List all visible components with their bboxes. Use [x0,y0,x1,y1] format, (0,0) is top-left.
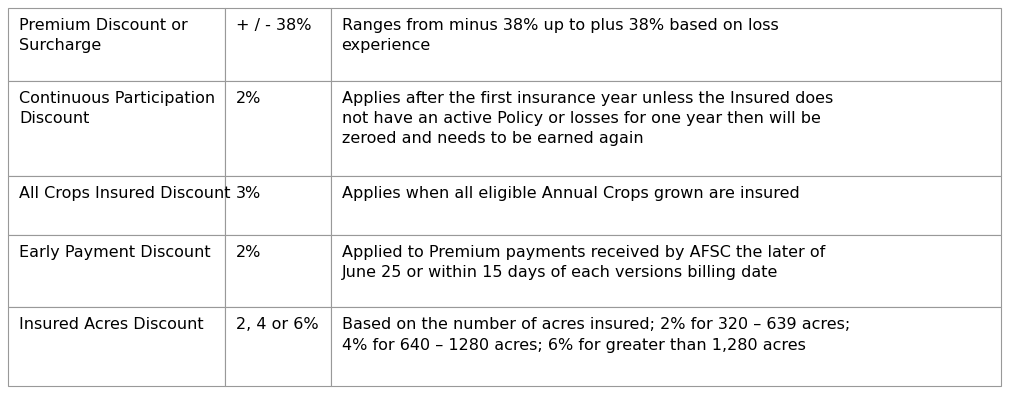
Text: 2, 4 or 6%: 2, 4 or 6% [236,318,318,333]
Text: Applied to Premium payments received by AFSC the later of
June 25 or within 15 d: Applied to Premium payments received by … [342,245,824,280]
Text: 2%: 2% [236,91,261,106]
Bar [8,81,224,177]
Text: Early Payment Discount: Early Payment Discount [19,245,211,260]
Bar [224,8,331,81]
Bar [8,307,224,386]
Text: Insured Acres Discount: Insured Acres Discount [19,318,204,333]
Bar [224,81,331,177]
Bar [331,235,1000,307]
Text: Premium Discount or
Surcharge: Premium Discount or Surcharge [19,18,187,54]
Bar [224,177,331,235]
Text: All Crops Insured Discount: All Crops Insured Discount [19,186,230,201]
Text: Continuous Participation
Discount: Continuous Participation Discount [19,91,215,126]
Text: 2%: 2% [236,245,261,260]
Bar [331,177,1000,235]
Bar [8,235,224,307]
Text: + / - 38%: + / - 38% [236,18,311,33]
Bar [331,8,1000,81]
Bar [224,235,331,307]
Bar [8,8,224,81]
Bar [331,81,1000,177]
Bar [224,307,331,386]
Text: 3%: 3% [236,186,261,201]
Text: Applies when all eligible Annual Crops grown are insured: Applies when all eligible Annual Crops g… [342,186,800,201]
Text: Applies after the first insurance year unless the Insured does
not have an activ: Applies after the first insurance year u… [342,91,833,147]
Text: Ranges from minus 38% up to plus 38% based on loss
experience: Ranges from minus 38% up to plus 38% bas… [342,18,778,54]
Bar [8,177,224,235]
Text: Based on the number of acres insured; 2% for 320 – 639 acres;
4% for 640 – 1280 : Based on the number of acres insured; 2%… [342,318,850,353]
Bar [331,307,1000,386]
